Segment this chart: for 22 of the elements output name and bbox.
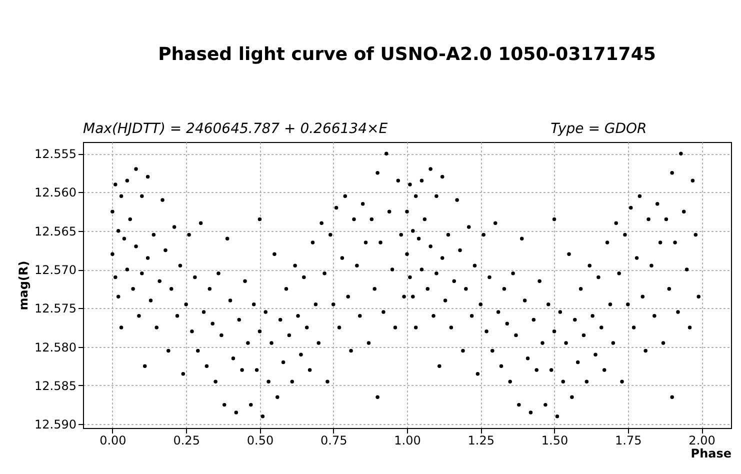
x-tick-label: 1.75 <box>615 434 642 448</box>
x-tick-label: 1.50 <box>541 434 568 448</box>
y-tick-label: 12.580 <box>34 340 76 354</box>
x-tick-label: 2.00 <box>688 434 716 448</box>
x-tick-label: 0.00 <box>100 434 126 448</box>
y-tick-label: 12.575 <box>34 302 76 316</box>
y-tick-label: 12.590 <box>34 418 76 432</box>
y-axis-title: mag(R) <box>16 260 31 310</box>
y-tick-label: 12.565 <box>34 224 76 238</box>
x-tick-label: 0.75 <box>320 434 348 448</box>
chart-title: Phased light curve of USNO-A2.0 1050-03171745 <box>158 44 656 65</box>
x-axis-title: Phase <box>690 446 732 460</box>
y-tick-label: 12.585 <box>34 378 76 393</box>
text: Type = GDOR <box>550 121 647 137</box>
y-tick-label: 12.570 <box>34 263 76 278</box>
x-tick-label: 1.25 <box>468 434 494 448</box>
y-tick-label: 12.560 <box>34 186 76 200</box>
y-tick-label: 12.555 <box>34 147 76 162</box>
x-tick-label: 0.25 <box>173 434 200 448</box>
x-tick-label: 0.50 <box>246 434 274 448</box>
text: Max(HJDTT) = 2460645.787 + 0.266134×E <box>83 121 388 137</box>
x-tick-label: 1.00 <box>394 434 421 448</box>
